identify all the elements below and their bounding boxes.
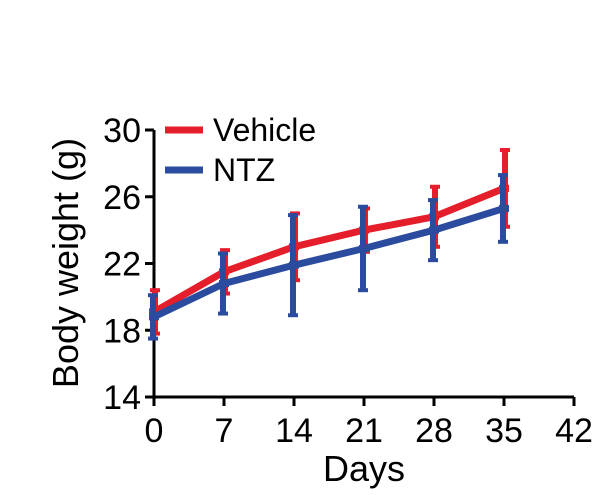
legend-marker bbox=[179, 126, 189, 134]
data-point bbox=[359, 244, 369, 252]
data-point bbox=[219, 280, 229, 288]
x-tick-label: 28 bbox=[415, 412, 453, 450]
y-tick-label: 26 bbox=[103, 179, 141, 217]
series-line bbox=[150, 204, 508, 321]
x-tick-label: 0 bbox=[145, 412, 164, 450]
data-point bbox=[429, 226, 439, 234]
x-tick-label: 14 bbox=[275, 412, 313, 450]
y-tick-label: 18 bbox=[103, 312, 141, 350]
x-tick-label: 7 bbox=[215, 412, 234, 450]
chart-legend: Vehicle NTZ bbox=[165, 112, 316, 188]
series-layer bbox=[148, 148, 510, 341]
legend-label: Vehicle bbox=[213, 112, 316, 148]
y-tick-label: 30 bbox=[103, 112, 141, 150]
series-line bbox=[150, 184, 508, 316]
x-axis-label: Days bbox=[323, 448, 405, 489]
data-point bbox=[499, 204, 509, 212]
y-axis-label: Body weight (g) bbox=[45, 138, 86, 388]
data-point bbox=[149, 313, 159, 321]
x-tick-label: 35 bbox=[485, 412, 523, 450]
series-vehicle bbox=[149, 148, 510, 336]
y-tick-label: 14 bbox=[103, 379, 141, 417]
chart-axes: 14 18 22 26 30 0 7 14 21 28 35 42 bbox=[103, 112, 593, 450]
series-ntz bbox=[148, 173, 509, 341]
legend-label: NTZ bbox=[213, 152, 275, 188]
y-tick-label: 22 bbox=[103, 246, 141, 284]
y-ticks: 14 18 22 26 30 bbox=[103, 112, 154, 417]
legend-marker bbox=[179, 166, 189, 174]
x-tick-label: 21 bbox=[345, 412, 383, 450]
x-ticks: 0 7 14 21 28 35 42 bbox=[145, 397, 593, 450]
data-point bbox=[289, 261, 299, 269]
x-tick-label: 42 bbox=[555, 412, 593, 450]
